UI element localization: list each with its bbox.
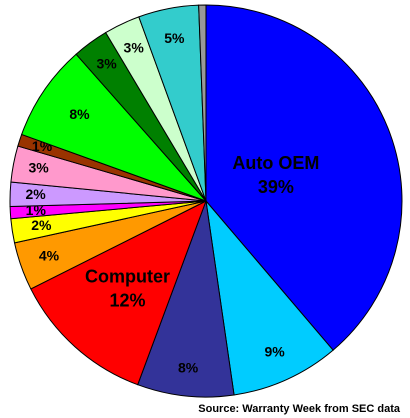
slice-value-label: 2% xyxy=(25,186,46,202)
slice-category: Computer xyxy=(85,266,170,286)
slice-value-label: 8% xyxy=(69,106,90,122)
slice-value-label: 2% xyxy=(31,217,52,233)
pie-slice xyxy=(198,4,207,202)
source-note: Source: Warranty Week from SEC data xyxy=(198,403,401,415)
slice-value-label: 3% xyxy=(124,39,145,55)
slice-value-label: 8% xyxy=(178,359,199,375)
pie-slice xyxy=(205,199,334,396)
pie-slice xyxy=(137,200,235,398)
slice-value-label: 39% xyxy=(258,177,294,197)
slice-value-label: 9% xyxy=(265,344,286,360)
slice-value-label: 5% xyxy=(164,30,185,46)
slice-value-label: 4% xyxy=(39,247,60,263)
pie-slice xyxy=(21,53,207,202)
slice-value-label: 3% xyxy=(28,159,49,175)
pie-slice xyxy=(205,4,403,351)
pie-slice xyxy=(30,199,207,386)
slice-value-label: 12% xyxy=(109,290,145,310)
slice-value-label: 3% xyxy=(96,56,117,72)
slice-category: Auto OEM xyxy=(232,153,319,173)
